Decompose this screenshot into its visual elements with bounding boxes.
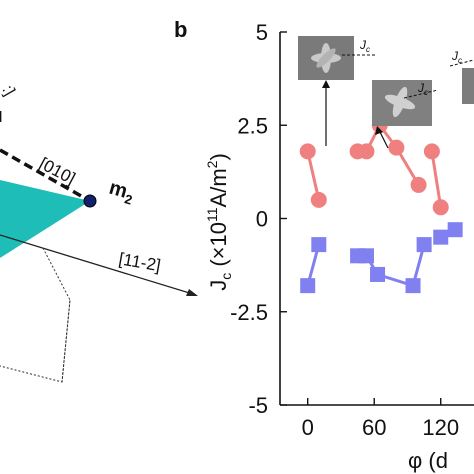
- series-1-point: [310, 191, 327, 208]
- arrow-11m2: [0, 234, 197, 296]
- inset-image-3: Jc: [449, 49, 474, 104]
- series-1-point: [388, 139, 405, 156]
- label-partial-mid: I: [0, 109, 2, 126]
- y-axis-title: Jc (×1011A/m2): [204, 153, 234, 291]
- arrow-11m2-head: [186, 289, 198, 296]
- series-1-point: [423, 143, 440, 160]
- moment-dot: [83, 194, 97, 208]
- x-tick-label: 120: [422, 415, 459, 440]
- dotted-box-edges: [0, 247, 71, 383]
- chart-panel: b -5-2.502.550 60 120 Jc (×1011A/m2) φ (d …: [174, 17, 474, 473]
- inset-jc-label-2: Jc: [417, 81, 428, 97]
- y-tick-label: -5: [248, 393, 268, 418]
- label-partial-top: :]: [0, 83, 18, 99]
- y-tick-label: 5: [256, 20, 268, 45]
- series-2-point: [416, 237, 432, 253]
- series-1-point: [299, 143, 316, 160]
- series-1-point: [410, 176, 427, 193]
- label-m2: m2: [106, 177, 137, 208]
- crystal-plane: [0, 180, 90, 258]
- y-tick-label: 2.5: [237, 113, 268, 138]
- inset-image-1: Jc: [298, 36, 376, 146]
- y-tick-label: -2.5: [230, 300, 268, 325]
- left-panel: [010] [11-2] m2 :] I: [0, 83, 198, 383]
- label-11m2: [11-2]: [117, 249, 162, 275]
- series-2-point: [370, 266, 386, 282]
- inset-jc-label-1: Jc: [359, 38, 370, 54]
- inset-jc-label-3: Jc: [451, 49, 462, 65]
- series-2-point: [358, 248, 374, 264]
- series-2-point: [405, 278, 421, 294]
- series-1-point: [358, 143, 375, 160]
- series-2-point: [447, 222, 463, 238]
- series-1-line: [430, 151, 443, 208]
- series-2-point: [311, 237, 327, 253]
- x-tick-label: 60: [362, 415, 386, 440]
- series-1-line: [306, 151, 321, 201]
- dashed-axis-010: [0, 148, 91, 203]
- panel-label-b: b: [174, 17, 187, 42]
- x-axis-title: φ (d: [408, 448, 448, 473]
- series-2-point: [433, 229, 449, 245]
- x-tick-label: 0: [302, 415, 314, 440]
- dotted-box-edge: [61, 299, 71, 383]
- series-2-point: [300, 278, 316, 294]
- inset-image-2: Jc: [372, 80, 439, 149]
- plot-area: -5 -2.5 0 2.5 5 0 60 120: [230, 20, 474, 440]
- y-tick-label: 0: [256, 207, 268, 232]
- label-010: [010]: [36, 154, 78, 189]
- series-1-point: [432, 199, 449, 216]
